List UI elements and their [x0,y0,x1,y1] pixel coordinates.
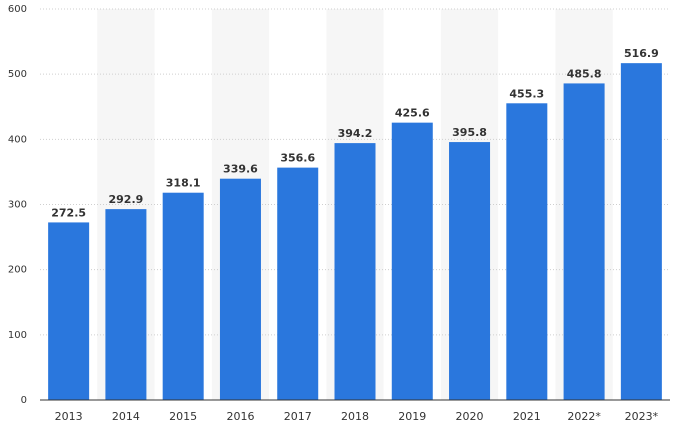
data-label: 394.2 [338,127,373,140]
bar-2015 [162,192,204,400]
x-tick-label: 2016 [226,410,254,423]
x-tick-label: 2020 [456,410,484,423]
data-labels: 272.5 292.9 318.1 339.6 356.6 394.2 425.6 395.8… [51,47,659,219]
y-tick-label: 400 [8,134,27,145]
y-axis-ticks: 0 100 200 300 400 500 600 [8,4,27,406]
x-tick-label: 2022* [567,410,601,423]
y-tick-label: 0 [21,395,27,406]
x-tick-label: 2019 [398,410,426,423]
y-tick-label: 600 [8,4,27,15]
data-label: 339.6 [223,163,258,176]
bar-2020 [449,142,491,401]
bars [48,63,662,401]
data-label: 425.6 [395,107,430,120]
bar-2014 [105,209,147,400]
bar-2019 [391,122,433,400]
y-tick-label: 500 [8,69,27,80]
x-tick-label: 2018 [341,410,369,423]
y-tick-label: 100 [8,330,27,341]
data-label: 395.8 [452,126,487,139]
x-tick-label: 2014 [112,410,140,423]
bar-2013 [48,222,90,400]
bar-2023* [620,63,662,400]
bar-2017 [277,167,319,400]
x-tick-label: 2013 [55,410,83,423]
data-label: 485.8 [567,67,602,80]
bar-2016 [219,178,261,400]
x-tick-label: 2015 [169,410,197,423]
bar-2021 [506,103,548,400]
bar-2022* [563,83,605,400]
bar-2018 [334,143,376,400]
x-axis-ticks: 2013 2014 2015 2016 2017 2018 2019 2020 2021 2022… [55,410,659,423]
y-tick-label: 200 [8,265,27,276]
data-label: 292.9 [109,193,144,206]
data-label: 455.3 [509,87,544,100]
x-tick-label: 2021 [513,410,541,423]
data-label: 272.5 [51,206,86,219]
data-label: 356.6 [280,152,315,165]
x-tick-label: 2023* [625,410,659,423]
data-label: 318.1 [166,177,201,190]
y-tick-label: 300 [8,200,27,211]
data-label: 516.9 [624,47,659,60]
x-tick-label: 2017 [284,410,312,423]
